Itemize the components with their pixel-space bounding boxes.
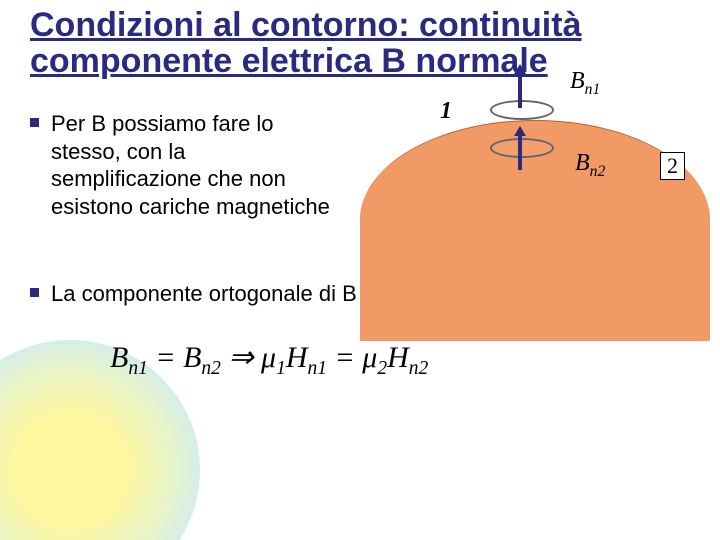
eq-mu2-sub: 2 — [377, 358, 387, 379]
eq-Bn2-B: B — [183, 341, 201, 374]
bullet-1-text: Per B possiamo fare lo stesso, con la se… — [51, 110, 330, 220]
equation: Bn1 = Bn2 ⇒ μ1Hn1 = μ2Hn2 — [110, 340, 428, 380]
label-Bn2-B: B — [575, 150, 590, 176]
eq-implies: ⇒ — [221, 341, 261, 374]
label-region-1: 1 — [440, 98, 452, 125]
eq-Bn1-sub: n1 — [128, 358, 148, 379]
label-Bn2: Bn2 — [575, 150, 605, 181]
eq-H1-sub: n1 — [308, 358, 328, 379]
label-region-2: 2 — [660, 152, 685, 180]
arrow-Bn1 — [514, 64, 526, 108]
bullet-square-icon — [30, 118, 39, 127]
eq-mu2: μ — [362, 341, 377, 374]
eq-Bn2-sub: n2 — [201, 358, 221, 379]
eq-eq2: = — [327, 341, 362, 374]
arrow-Bn2 — [514, 126, 526, 170]
eq-mu1-sub: 1 — [276, 358, 286, 379]
bullet-square-icon — [30, 288, 39, 297]
eq-Bn1-B: B — [110, 341, 128, 374]
label-Bn2-sub: n2 — [590, 163, 606, 180]
eq-eq1: = — [148, 341, 183, 374]
eq-mu1: μ — [261, 341, 276, 374]
arrow-shaft — [518, 70, 522, 108]
boundary-diagram: Bn1 Bn2 1 2 — [360, 60, 710, 240]
eq-H2: H — [387, 341, 409, 374]
label-Bn1-sub: n1 — [585, 81, 601, 98]
bullet-1: Per B possiamo fare lo stesso, con la se… — [30, 110, 330, 220]
eq-H2-sub: n2 — [409, 358, 429, 379]
eq-H1: H — [286, 341, 308, 374]
label-Bn1-B: B — [570, 68, 585, 94]
arrow-shaft — [518, 132, 522, 170]
label-Bn1: Bn1 — [570, 68, 600, 99]
